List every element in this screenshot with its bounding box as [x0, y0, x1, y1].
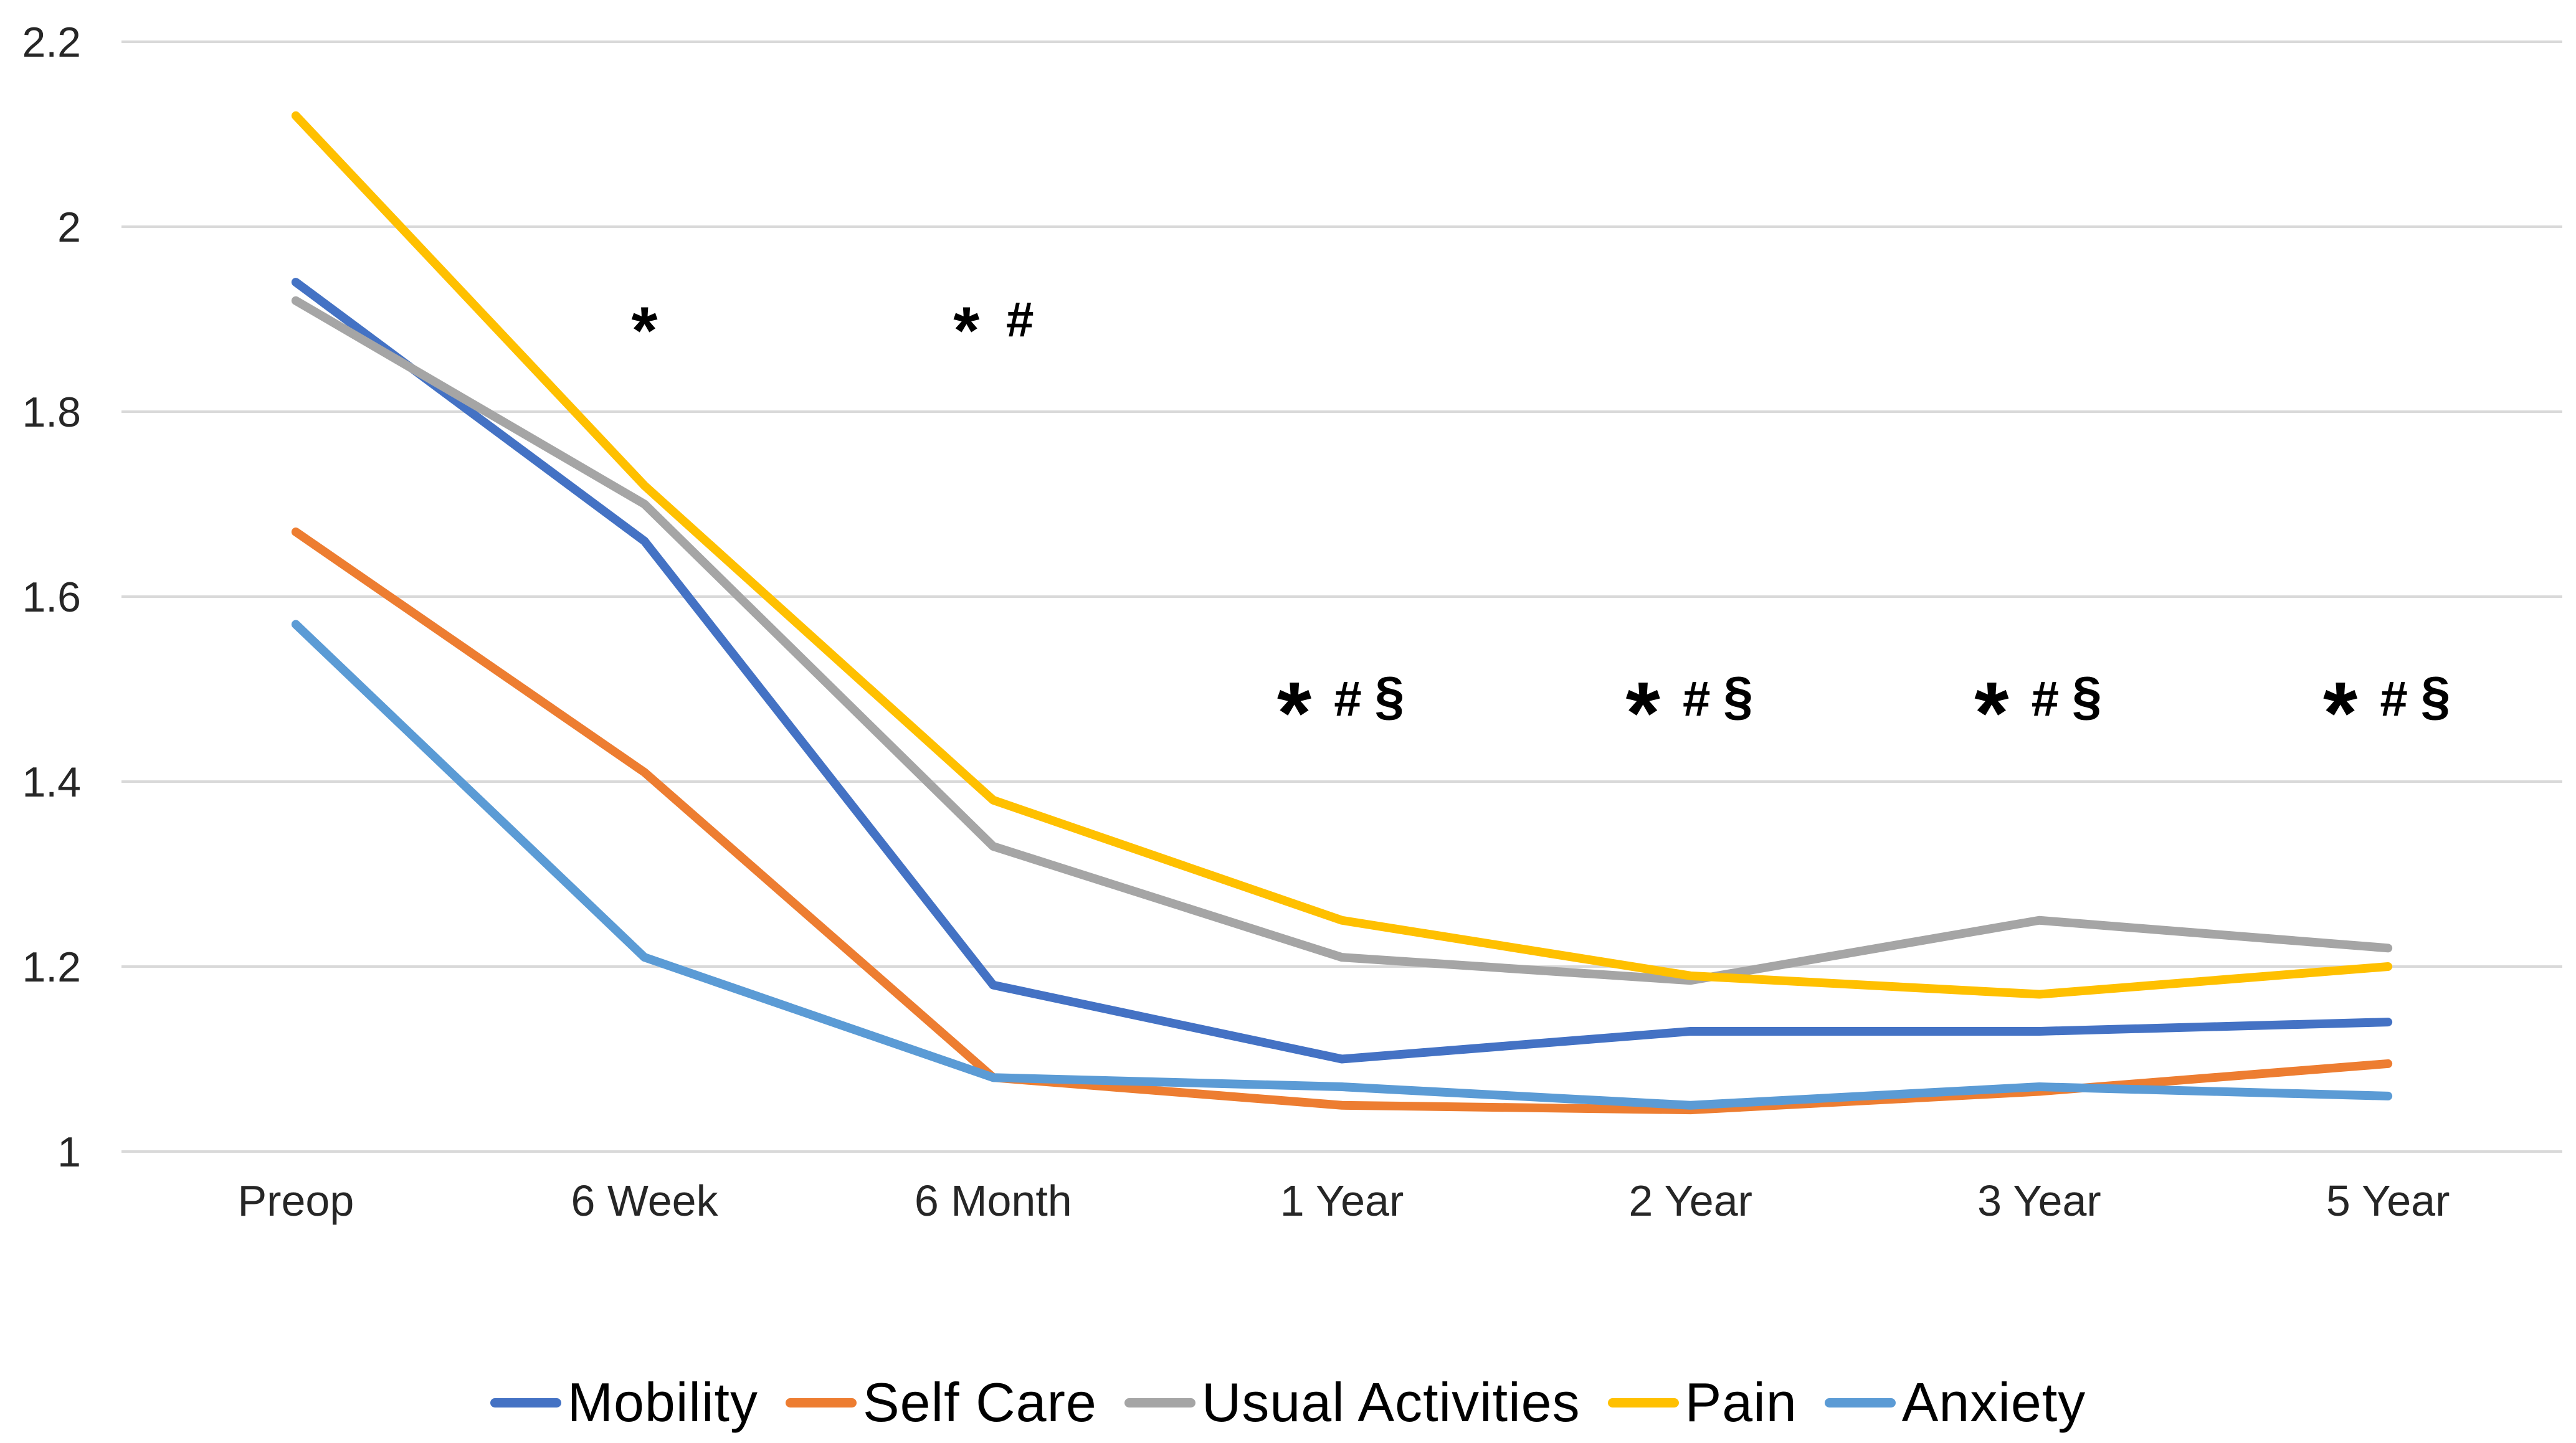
y-axis-tick-label: 1.2 [22, 944, 81, 991]
x-axis-category-label: 5 Year [2326, 1176, 2450, 1225]
series-line-anxiety [291, 620, 2393, 1110]
x-axis-category-label: 3 Year [1977, 1176, 2101, 1225]
gridlines [121, 40, 2562, 1153]
series-lines [291, 111, 2393, 1115]
significance-hash: # [2032, 671, 2060, 726]
legend-item-anxiety: Anxiety [1824, 1371, 2086, 1434]
series-line-mobility [291, 278, 2393, 1064]
legend-label-anxiety: Anxiety [1901, 1371, 2086, 1433]
y-axis-tick-label: 1.8 [22, 389, 81, 436]
x-axis-category-label: 6 Month [915, 1176, 1072, 1225]
significance-asterisk: * [2323, 664, 2358, 763]
legend-item-mobility: Mobility [490, 1371, 758, 1434]
y-axis-tick-label: 2.2 [22, 19, 81, 66]
significance-annotations: * * #* # § * # § * # § * # § [632, 292, 2451, 763]
significance-hash: # [1683, 671, 1711, 726]
legend: Mobility Self Care Usual Activities Pain… [0, 1365, 2576, 1440]
significance-section: § [1375, 666, 1405, 726]
x-axis-category-label: 2 Year [1628, 1176, 1752, 1225]
legend-item-self-care: Self Care [785, 1371, 1097, 1434]
significance-section: § [2072, 666, 2102, 726]
significance-hash: # [2380, 671, 2408, 726]
y-axis-tick-labels: 2.2 2 1.8 1.6 1.4 1.2 1 [22, 19, 81, 1176]
x-axis-category-label: 1 Year [1280, 1176, 1404, 1225]
legend-line-swatch-usual-activities [1124, 1398, 1195, 1408]
x-axis-category-label: 6 Week [571, 1176, 719, 1225]
significance-asterisk: * [953, 293, 979, 368]
legend-line-swatch-self-care [785, 1398, 857, 1408]
y-axis-tick-label: 1.4 [22, 759, 81, 806]
significance-asterisk: * [1626, 664, 1661, 763]
significance-section: § [2421, 666, 2451, 726]
x-axis-category-labels: Preop 6 Week 6 Month 1 Year 2 Year 3 Year 5 Ye… [237, 1176, 2450, 1225]
legend-line-swatch-anxiety [1824, 1398, 1896, 1408]
legend-line-swatch-pain [1607, 1398, 1679, 1408]
significance-asterisk: * [632, 293, 658, 368]
significance-asterisk: * [1974, 664, 2009, 763]
y-axis-tick-label: 1.6 [22, 574, 81, 621]
x-axis-category-label: Preop [237, 1176, 354, 1225]
significance-asterisk: * [1277, 664, 1312, 763]
significance-hash: # [1006, 292, 1034, 348]
series-line-usual-activities [291, 296, 2393, 985]
legend-item-pain: Pain [1607, 1371, 1797, 1434]
legend-label-mobility: Mobility [567, 1371, 758, 1433]
series-line-self-care [291, 528, 2393, 1115]
legend-label-usual-activities: Usual Activities [1201, 1371, 1580, 1433]
series-line-pain [291, 111, 2393, 999]
legend-label-self-care: Self Care [862, 1371, 1097, 1433]
y-axis-tick-label: 2 [57, 204, 81, 251]
legend-line-swatch-mobility [490, 1398, 561, 1408]
legend-item-usual-activities: Usual Activities [1124, 1371, 1580, 1434]
legend-label-pain: Pain [1685, 1371, 1797, 1433]
y-axis-tick-label: 1 [57, 1128, 81, 1176]
significance-section: § [1723, 666, 1753, 726]
significance-hash: # [1334, 671, 1362, 726]
